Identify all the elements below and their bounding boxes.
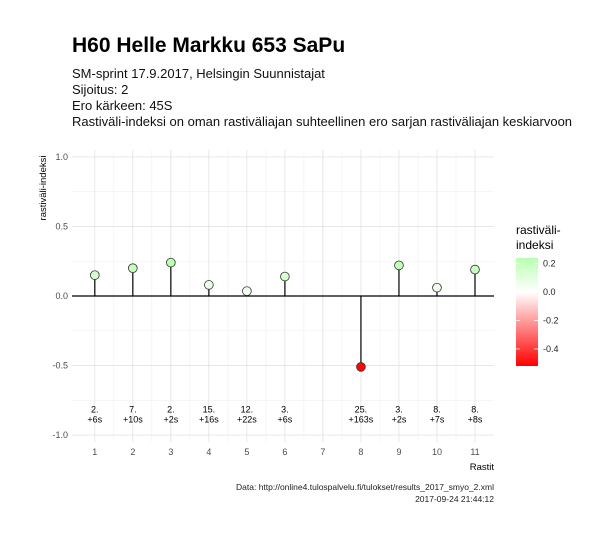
x-tick-label: 4 bbox=[206, 447, 211, 457]
x-tick-label: 10 bbox=[432, 447, 442, 457]
rank-label-control-6: 3. bbox=[281, 405, 289, 415]
legend: rastiväli- indeksi 0.2 0.0 -0.2 -0.4 bbox=[516, 223, 561, 366]
point-control-11 bbox=[470, 264, 480, 275]
point-control-5 bbox=[242, 286, 252, 296]
point-control-10 bbox=[432, 282, 442, 293]
rank-label-control-8: 25. bbox=[355, 405, 368, 415]
point-control-9 bbox=[394, 260, 404, 271]
subtitle-placement: Sijoitus: 2 bbox=[72, 82, 129, 97]
legend-tick-label: -0.2 bbox=[543, 316, 559, 326]
point-control-2 bbox=[128, 263, 138, 273]
subtitle-gap-to-leader: Ero kärkeen: 45S bbox=[72, 98, 173, 113]
time-diff-label-control-4: +16s bbox=[199, 415, 219, 425]
time-diff-label-control-9: +2s bbox=[392, 415, 407, 425]
y-tick-label: 0.5 bbox=[55, 221, 68, 231]
rank-label-control-9: 3. bbox=[395, 405, 403, 415]
rank-label-control-10: 8. bbox=[433, 405, 441, 415]
y-tick-label: -1.0 bbox=[52, 430, 68, 440]
x-tick-label: 11 bbox=[470, 447, 479, 457]
point-control-8 bbox=[356, 362, 366, 372]
points bbox=[90, 257, 480, 372]
x-tick-label: 3 bbox=[168, 447, 173, 457]
caption: Data: http://online4.tulospalvelu.fi/tul… bbox=[236, 482, 494, 504]
x-tick-label: 5 bbox=[244, 447, 249, 457]
caption-timestamp: 2017-09-24 21:44:12 bbox=[415, 494, 494, 504]
time-diff-label-control-10: +7s bbox=[430, 415, 445, 425]
legend-tick-label: -0.4 bbox=[543, 344, 559, 354]
rank-label-control-11: 8. bbox=[471, 405, 479, 415]
y-tick-label: 1.0 bbox=[55, 152, 68, 162]
rank-label-control-3: 2. bbox=[167, 405, 175, 415]
x-tick-label: 2 bbox=[130, 447, 135, 457]
time-diff-label-control-6: +6s bbox=[278, 415, 293, 425]
time-diff-label-control-3: +2s bbox=[163, 415, 178, 425]
axis-ticks: -1.0 -0.5 0.0 0.5 1.0 1 2 3 4 5 6 7 8 9 10 11 bbox=[52, 152, 479, 457]
annotations: 2.+6s7.+10s2.+2s15.+16s12.+22s3.+6s25.+1… bbox=[87, 405, 482, 425]
rank-label-control-5: 12. bbox=[241, 405, 254, 415]
rank-label-control-1: 2. bbox=[91, 405, 99, 415]
legend-colorbar bbox=[516, 258, 538, 366]
time-diff-label-control-1: +6s bbox=[87, 415, 102, 425]
time-diff-label-control-11: +8s bbox=[468, 415, 483, 425]
rank-label-control-4: 15. bbox=[203, 405, 216, 415]
y-axis-label: rastiväli-indeksi bbox=[38, 156, 49, 221]
legend-title-line1: rastiväli- bbox=[516, 223, 561, 237]
subtitle-competition: SM-sprint 17.9.2017, Helsingin Suunnista… bbox=[72, 66, 325, 81]
caption-data-source: Data: http://online4.tulospalvelu.fi/tul… bbox=[236, 482, 494, 492]
legend-tick-label: 0.2 bbox=[543, 259, 556, 269]
y-tick-label: -0.5 bbox=[52, 361, 68, 371]
x-tick-label: 6 bbox=[282, 447, 287, 457]
chart-title: H60 Helle Markku 653 SaPu bbox=[72, 34, 346, 57]
point-control-3 bbox=[166, 257, 176, 268]
legend-title-line2: indeksi bbox=[516, 238, 553, 252]
rank-label-control-2: 7. bbox=[129, 405, 137, 415]
x-tick-label: 8 bbox=[358, 447, 363, 457]
x-tick-label: 1 bbox=[92, 447, 97, 457]
legend-tick-label: 0.0 bbox=[543, 287, 556, 297]
x-tick-label: 7 bbox=[320, 447, 325, 457]
time-diff-label-control-2: +10s bbox=[123, 415, 143, 425]
point-control-1 bbox=[90, 270, 100, 280]
x-tick-label: 9 bbox=[396, 447, 401, 457]
point-control-6 bbox=[280, 271, 290, 282]
x-axis-label: Rastit bbox=[470, 462, 495, 473]
time-diff-label-control-8: +163s bbox=[349, 415, 374, 425]
subtitle-index-description: Rastiväli-indeksi on oman rastiväliajan … bbox=[72, 114, 573, 129]
point-control-4 bbox=[204, 280, 214, 290]
y-tick-label: 0.0 bbox=[55, 291, 68, 301]
time-diff-label-control-5: +22s bbox=[237, 415, 257, 425]
